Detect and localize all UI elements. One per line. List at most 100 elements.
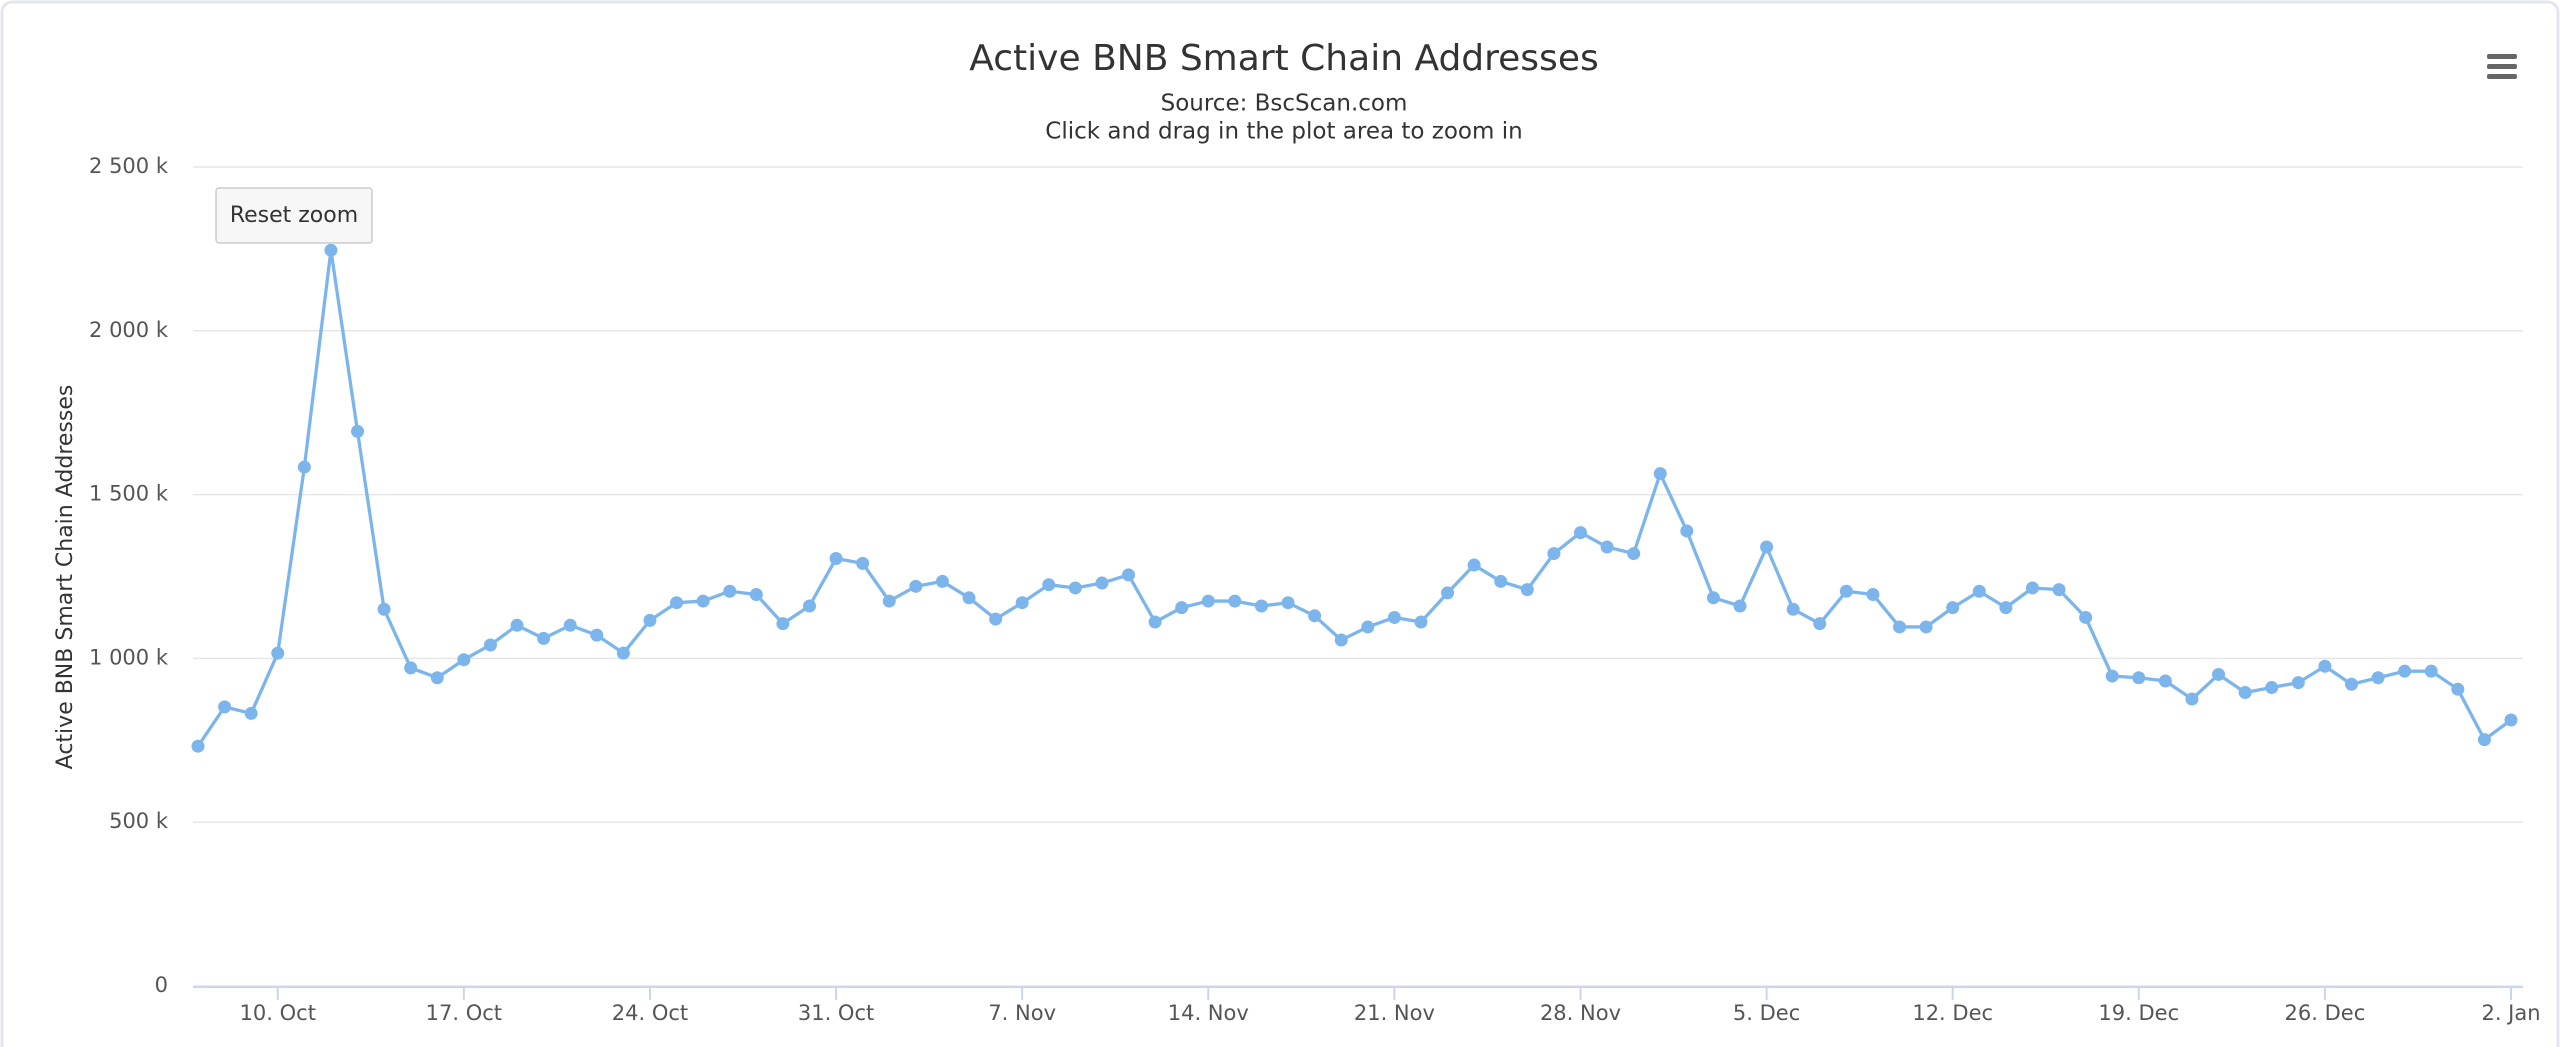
x-tick-label: 31. Oct [798, 1001, 874, 1025]
data-point [563, 618, 577, 632]
data-point [856, 556, 870, 570]
data-point [1627, 547, 1641, 561]
data-point [1122, 568, 1136, 582]
data-point [1866, 588, 1880, 602]
data-point [670, 596, 684, 610]
data-point [1893, 620, 1907, 634]
data-point [404, 661, 418, 675]
reset-zoom-button[interactable]: Reset zoom [215, 187, 373, 244]
data-point [1760, 540, 1774, 554]
data-point [297, 460, 311, 474]
data-point [2504, 713, 2518, 727]
zoom-instruction: Click and drag in the plot area to zoom … [1045, 119, 1522, 145]
reset-zoom-box[interactable] [215, 187, 373, 244]
y-tick-label: 1 500 k [89, 482, 169, 506]
data-point [271, 646, 285, 660]
data-point [1068, 581, 1082, 595]
data-point [1680, 524, 1694, 538]
data-point [1706, 591, 1720, 605]
data-point [1308, 609, 1322, 623]
data-point [2025, 581, 2039, 595]
data-point [696, 594, 710, 608]
data-point [1201, 594, 1215, 608]
data-point [1414, 615, 1428, 629]
data-point [2344, 677, 2358, 691]
data-point [962, 591, 976, 605]
data-point [1281, 596, 1295, 610]
data-point [2265, 681, 2279, 695]
data-point [1600, 540, 1614, 554]
data-point [2291, 676, 2305, 690]
y-axis-title: Active BNB Smart Chain Addresses [53, 385, 78, 770]
data-point [2132, 671, 2146, 685]
data-point [1361, 620, 1375, 634]
data-point [218, 700, 232, 714]
data-point [1148, 615, 1162, 629]
plot-area[interactable]: 0 500 k 1 000 k 1 500 k 2 000 k 2 500 k 10. Oc… [89, 154, 2541, 1025]
data-point [1653, 467, 1667, 481]
reset-zoom-label[interactable]: Reset zoom [230, 203, 358, 228]
data-point [1573, 526, 1587, 540]
data-point [457, 653, 471, 667]
data-point [244, 706, 258, 720]
data-point [430, 671, 444, 685]
y-tick-label: 2 000 k [89, 318, 169, 342]
x-tick-label: 17. Oct [426, 1001, 502, 1025]
data-point [2052, 583, 2066, 597]
data-point [537, 631, 551, 645]
data-point [909, 579, 923, 593]
data-point [1547, 547, 1561, 561]
x-tick-label: 7. Nov [988, 1001, 1056, 1025]
data-point [1467, 558, 1481, 572]
data-point [2398, 664, 2412, 678]
data-point [1813, 617, 1827, 631]
data-point [2212, 667, 2226, 681]
data-point [2477, 733, 2491, 747]
menu-bar [2487, 74, 2517, 79]
data-point [1095, 576, 1109, 590]
data-point [882, 594, 896, 608]
data-point [2371, 671, 2385, 685]
data-point [324, 243, 338, 257]
data-point [776, 617, 790, 631]
data-point [2238, 685, 2252, 699]
data-point [2318, 659, 2332, 673]
data-point [723, 584, 737, 598]
data-point [802, 599, 816, 613]
data-point [1441, 586, 1455, 600]
y-tick-label: 2 500 k [89, 154, 169, 178]
data-point [616, 646, 630, 660]
y-tick-label: 1 000 k [89, 645, 169, 669]
x-tick-label: 5. Dec [1733, 1001, 1800, 1025]
data-point [643, 613, 657, 627]
data-point [590, 628, 604, 642]
menu-bar [2487, 54, 2517, 59]
data-point [829, 551, 843, 565]
data-point [1015, 596, 1029, 610]
data-point [2451, 682, 2465, 696]
x-tick-label: 21. Nov [1354, 1001, 1435, 1025]
data-point [1228, 594, 1242, 608]
y-tick-label: 500 k [109, 809, 169, 833]
menu-button[interactable] [2482, 48, 2522, 84]
menu-bar [2487, 64, 2517, 69]
chart-title: Active BNB Smart Chain Addresses [969, 38, 1598, 79]
data-point [935, 574, 949, 588]
data-point [2105, 669, 2119, 683]
x-tick-label: 14. Nov [1168, 1001, 1249, 1025]
data-point [377, 602, 391, 616]
data-point [1334, 633, 1348, 647]
x-tick-label: 19. Dec [2098, 1001, 2179, 1025]
x-tick-label: 12. Dec [1912, 1001, 1993, 1025]
data-point [1042, 578, 1056, 592]
data-point [1946, 601, 1960, 615]
data-point [749, 588, 763, 602]
data-point [1786, 602, 1800, 616]
data-point [2424, 664, 2438, 678]
data-point [351, 424, 365, 438]
x-tick-label: 26. Dec [2285, 1001, 2366, 1025]
data-point [1175, 601, 1189, 615]
x-tick-label: 24. Oct [612, 1001, 688, 1025]
